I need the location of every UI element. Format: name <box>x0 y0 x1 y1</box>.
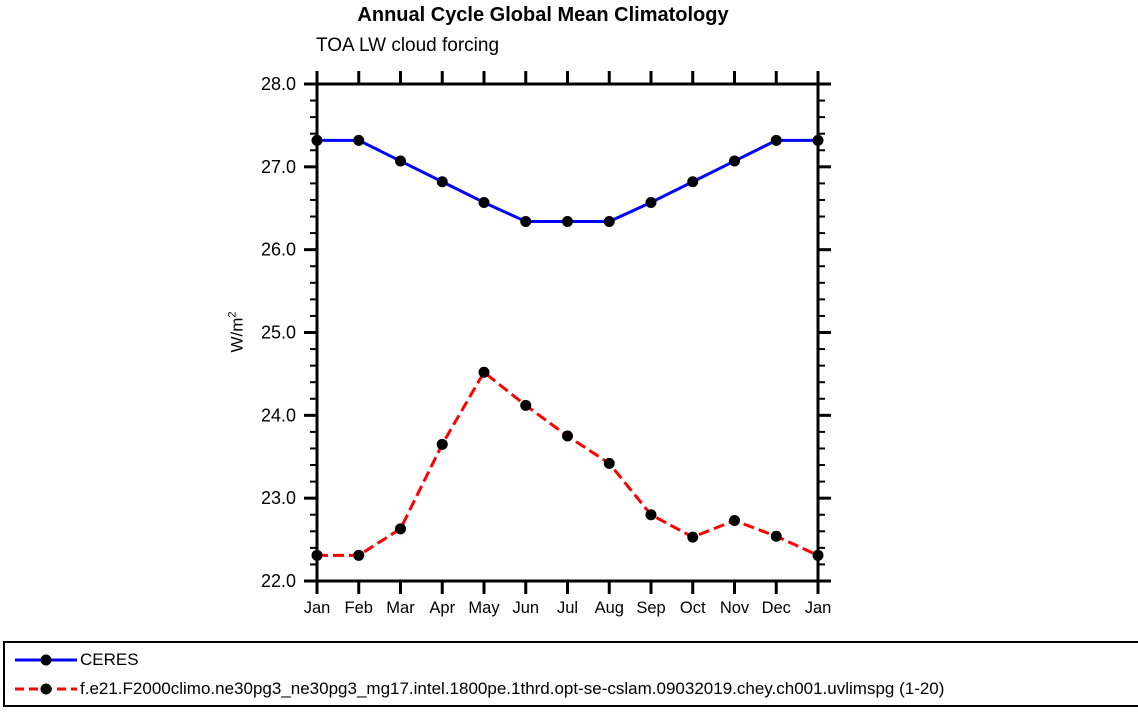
series-line-0 <box>317 138 818 224</box>
data-point-marker <box>395 155 406 167</box>
data-point-marker <box>729 155 740 167</box>
x-axis-tick-label: Jan <box>805 599 832 617</box>
x-axis-tick-label: Sep <box>636 599 665 617</box>
x-axis-tick-label: Aug <box>595 599 624 617</box>
data-point-marker <box>311 134 323 146</box>
x-axis-tick-label: Jun <box>512 599 539 617</box>
data-point-marker <box>770 134 782 146</box>
y-axis-tick-label: 22.0 <box>261 571 296 591</box>
y-axis-tick-label: 25.0 <box>261 323 296 343</box>
y-axis-tick-label: 28.0 <box>261 74 296 94</box>
data-point-marker <box>603 457 615 469</box>
x-axis-tick-label: Jan <box>304 599 331 617</box>
y-axis-tick-label: 23.0 <box>261 488 296 508</box>
data-point-marker <box>478 196 490 208</box>
y-axis-tick-label: 24.0 <box>261 405 296 425</box>
data-point-marker <box>687 176 699 188</box>
legend: CERES f.e21.F2000climo.ne30pg3_ne30pg3_m… <box>3 641 1138 707</box>
x-axis-tick-label: Oct <box>680 599 706 617</box>
legend-item-model: f.e21.F2000climo.ne30pg3_ne30pg3_mg17.in… <box>13 674 1138 703</box>
data-point-marker <box>311 549 323 561</box>
legend-label-ceres: CERES <box>80 649 139 669</box>
data-point-marker <box>645 509 657 521</box>
data-point-marker <box>812 134 824 146</box>
plot-frame <box>315 82 820 583</box>
data-point-marker <box>395 523 406 535</box>
data-point-marker <box>812 549 824 561</box>
data-point-marker <box>478 366 490 378</box>
data-point-marker <box>645 196 657 208</box>
series-line-1 <box>317 370 819 557</box>
data-point-marker <box>436 438 448 450</box>
x-axis-tick-label: Mar <box>386 599 415 617</box>
x-axis-tick-label: May <box>468 599 500 617</box>
x-axis-tick-label: Nov <box>720 599 750 617</box>
legend-line-sample-ceres <box>15 654 77 665</box>
chart-title: Annual Cycle Global Mean Climatology <box>357 4 729 26</box>
data-point-marker <box>729 515 740 527</box>
chart-subtitle: TOA LW cloud forcing <box>316 35 500 56</box>
y-axis-tick-label: 27.0 <box>261 157 296 177</box>
data-point-marker <box>520 216 532 228</box>
x-axis-tick-label: Feb <box>345 599 373 617</box>
x-axis-tick-label: Apr <box>429 599 455 617</box>
legend-item-ceres: CERES <box>13 645 1138 674</box>
data-point-marker <box>562 430 573 442</box>
data-point-marker <box>436 176 448 188</box>
data-point-marker <box>687 531 699 543</box>
x-axis-tick-label: Dec <box>762 599 791 617</box>
plot-area: 22.0 23.0 24.0 25.0 26.0 27.0 28.0 Jan Feb Mar Apr… <box>261 71 832 617</box>
data-point-marker <box>353 549 365 561</box>
data-point-marker <box>562 216 573 228</box>
x-axis-tick-label: Jul <box>557 599 578 617</box>
data-point-marker <box>353 134 365 146</box>
data-point-marker <box>603 216 615 228</box>
data-point-marker <box>520 399 532 411</box>
y-axis-tick-label: 26.0 <box>261 240 296 260</box>
legend-line-sample-model <box>15 683 77 694</box>
legend-label-model: f.e21.F2000climo.ne30pg3_ne30pg3_mg17.in… <box>80 678 945 698</box>
data-point-marker <box>770 530 782 542</box>
